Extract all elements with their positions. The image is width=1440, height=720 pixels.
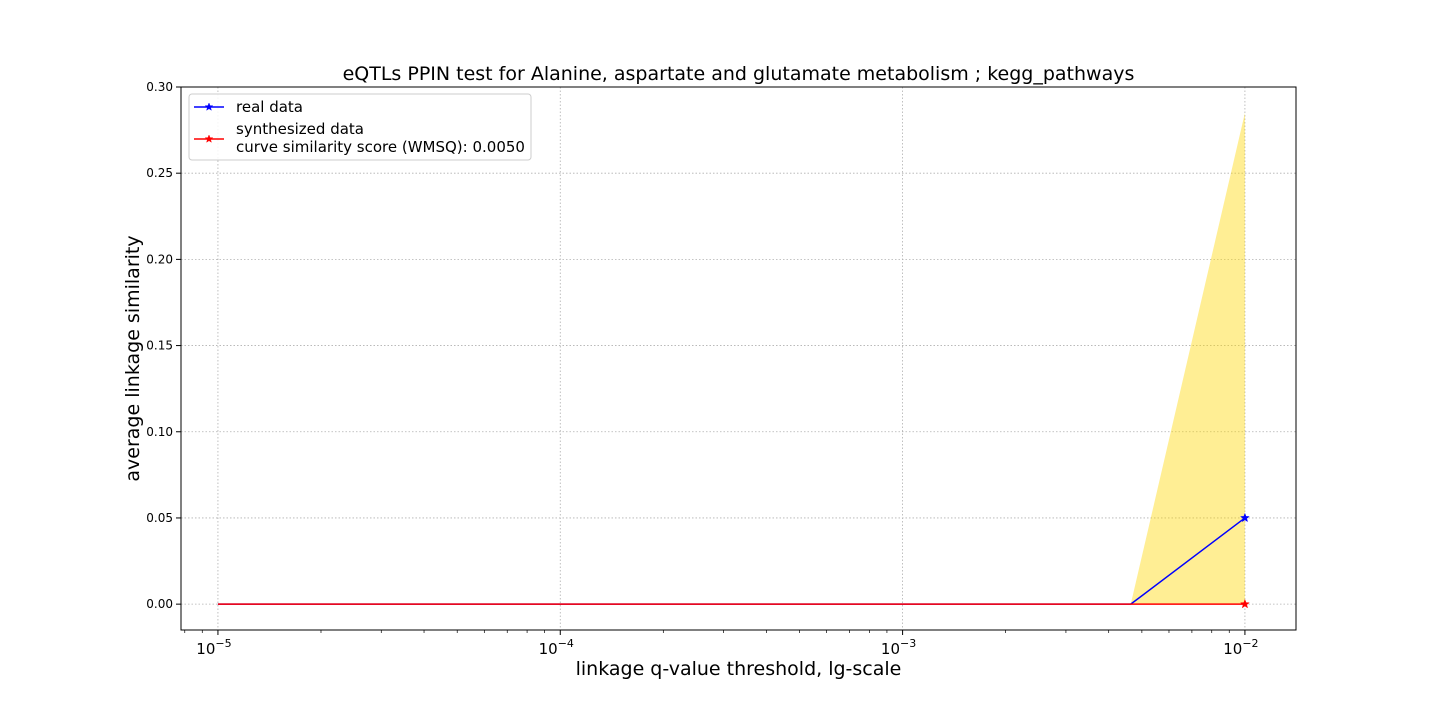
y-tick-label: 0.10 bbox=[146, 425, 173, 439]
y-tick-label: 0.15 bbox=[146, 339, 173, 353]
y-tick-label: 0.25 bbox=[146, 166, 173, 180]
legend-box bbox=[188, 93, 532, 161]
x-tick-label: 10−5 bbox=[196, 637, 231, 658]
legend: real data synthesized data curve similar… bbox=[188, 93, 532, 161]
x-tick-label: 10−3 bbox=[881, 637, 916, 658]
y-tick-label: 0.20 bbox=[146, 252, 173, 266]
legend-label-real-data: real data bbox=[236, 98, 303, 116]
legend-marker-synthesized-data bbox=[204, 134, 214, 143]
y-axis-label: average linkage similarity bbox=[122, 235, 144, 481]
y-tick-label: 0.05 bbox=[146, 511, 173, 525]
x-axis-label: linkage q-value threshold, lg-scale bbox=[576, 658, 902, 680]
legend-similarity-score: curve similarity score (WMSQ): 0.0050 bbox=[236, 138, 525, 156]
legend-label-synthesized-data: synthesized data bbox=[236, 120, 364, 138]
x-tick-label: 10−2 bbox=[1223, 637, 1258, 658]
series-line-real-data bbox=[217, 517, 1246, 605]
y-tick-label: 0.00 bbox=[146, 597, 173, 611]
chart-title: eQTLs PPIN test for Alanine, aspartate a… bbox=[343, 63, 1135, 85]
confidence-band bbox=[1130, 112, 1245, 605]
legend-marker-real-data bbox=[204, 102, 214, 111]
x-tick-label: 10−4 bbox=[539, 637, 574, 658]
data-point-real-data bbox=[1239, 512, 1250, 523]
plot-frame bbox=[180, 86, 1297, 631]
data-point-synthesized-data bbox=[1239, 598, 1250, 609]
y-tick-label: 0.30 bbox=[146, 80, 173, 94]
